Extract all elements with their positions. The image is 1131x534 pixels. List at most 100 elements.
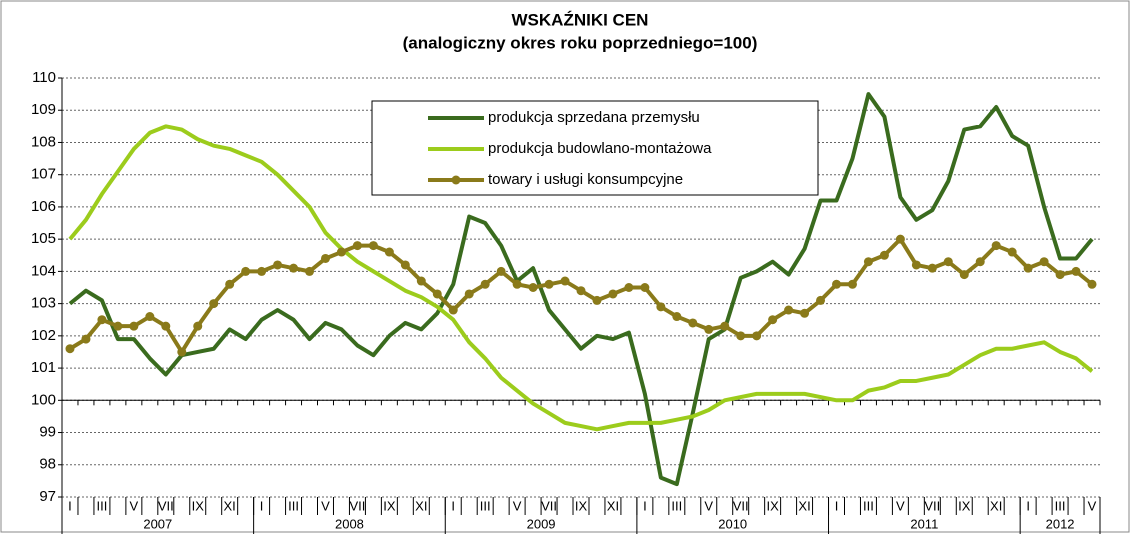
series-marker [704, 324, 714, 334]
series-marker [161, 321, 171, 331]
x-tick-label: VII [733, 498, 749, 513]
year-label: 2012 [1046, 516, 1075, 531]
chart-title: WSKAŹNIKI CEN [512, 10, 649, 29]
x-tick-label: IX [575, 498, 588, 513]
series-marker [209, 299, 219, 309]
series-marker [352, 241, 362, 251]
x-tick-label: XI [415, 498, 427, 513]
x-tick-label: I [68, 498, 72, 513]
y-tick-label: 109 [31, 101, 56, 118]
series-marker [720, 321, 730, 331]
x-tick-label: V [896, 498, 905, 513]
x-tick-label: I [451, 498, 455, 513]
series-marker [847, 279, 857, 289]
series-marker [464, 289, 474, 299]
series-marker [959, 270, 969, 280]
series-marker [784, 305, 794, 315]
x-tick-label: XI [607, 498, 619, 513]
series-marker [800, 308, 810, 318]
series-marker [688, 318, 698, 328]
series-marker [305, 266, 315, 276]
series-marker [512, 279, 522, 289]
y-tick-label: 101 [31, 359, 56, 376]
series-marker [241, 266, 251, 276]
x-tick-label: III [288, 498, 299, 513]
year-label: 2007 [143, 516, 172, 531]
series-marker [975, 257, 985, 267]
x-tick-label: III [97, 498, 108, 513]
series-marker [289, 263, 299, 273]
series-marker [1071, 266, 1081, 276]
y-tick-label: 105 [31, 230, 56, 247]
legend-label: produkcja budowlano-montażowa [488, 140, 712, 157]
series-marker [816, 295, 826, 305]
x-tick-label: I [260, 498, 264, 513]
x-tick-label: VII [158, 498, 174, 513]
series-marker [656, 302, 666, 312]
series-marker [273, 260, 283, 270]
y-tick-label: 98 [39, 456, 56, 473]
series-marker [448, 305, 458, 315]
y-tick-label: 106 [31, 198, 56, 215]
series-marker [640, 283, 650, 292]
series-marker [113, 321, 123, 331]
series-line [68, 124, 1094, 432]
x-tick-label: XI [990, 498, 1002, 513]
x-tick-label: I [643, 498, 647, 513]
series-marker [608, 289, 618, 299]
series-marker [320, 253, 330, 263]
year-label: 2010 [718, 516, 747, 531]
x-tick-label: IX [766, 498, 779, 513]
year-label: 2009 [527, 516, 556, 531]
series-marker [416, 276, 426, 286]
x-tick-label: V [130, 498, 139, 513]
x-tick-label: III [1055, 498, 1066, 513]
series-marker [384, 247, 394, 257]
x-tick-label: VII [349, 498, 365, 513]
x-tick-label: V [704, 498, 713, 513]
series-marker [81, 334, 91, 344]
series-marker [432, 289, 442, 299]
x-tick-label: VII [541, 498, 557, 513]
legend-marker [451, 175, 461, 185]
series-marker [991, 241, 1001, 251]
year-label: 2011 [910, 516, 938, 531]
series-marker [768, 315, 778, 325]
y-tick-label: 104 [31, 262, 56, 279]
y-tick-label: 99 [39, 424, 56, 441]
series-marker [97, 315, 107, 325]
series-marker [1087, 279, 1097, 289]
series-marker [672, 312, 682, 322]
series-marker [927, 263, 937, 273]
x-tick-label: XI [224, 498, 236, 513]
series-marker [752, 331, 762, 341]
series-marker [528, 283, 538, 292]
legend-label: produkcja sprzedana przemysłu [488, 109, 700, 126]
series-marker [177, 347, 187, 357]
series-marker [863, 257, 873, 267]
series-line [68, 92, 1094, 487]
chart-subtitle: (analogiczny okres roku poprzedniego=100… [403, 33, 758, 52]
x-tick-label: V [321, 498, 330, 513]
series-marker [832, 279, 842, 289]
x-tick-label: XI [798, 498, 810, 513]
series-marker [624, 283, 634, 292]
series-marker [193, 321, 203, 331]
series-marker [1007, 247, 1017, 257]
year-label: 2008 [335, 516, 364, 531]
x-tick-label: VII [924, 498, 940, 513]
series-marker [257, 266, 267, 276]
y-tick-label: 97 [39, 488, 56, 505]
series-marker [368, 241, 378, 251]
y-tick-label: 110 [32, 69, 56, 86]
series-marker [400, 260, 410, 270]
series-marker [1055, 270, 1065, 280]
series-marker [1023, 263, 1033, 273]
y-tick-label: 103 [31, 295, 56, 312]
x-tick-label: III [480, 498, 491, 513]
x-tick-label: III [671, 498, 682, 513]
series-marker [576, 286, 586, 296]
series-marker [145, 312, 155, 322]
